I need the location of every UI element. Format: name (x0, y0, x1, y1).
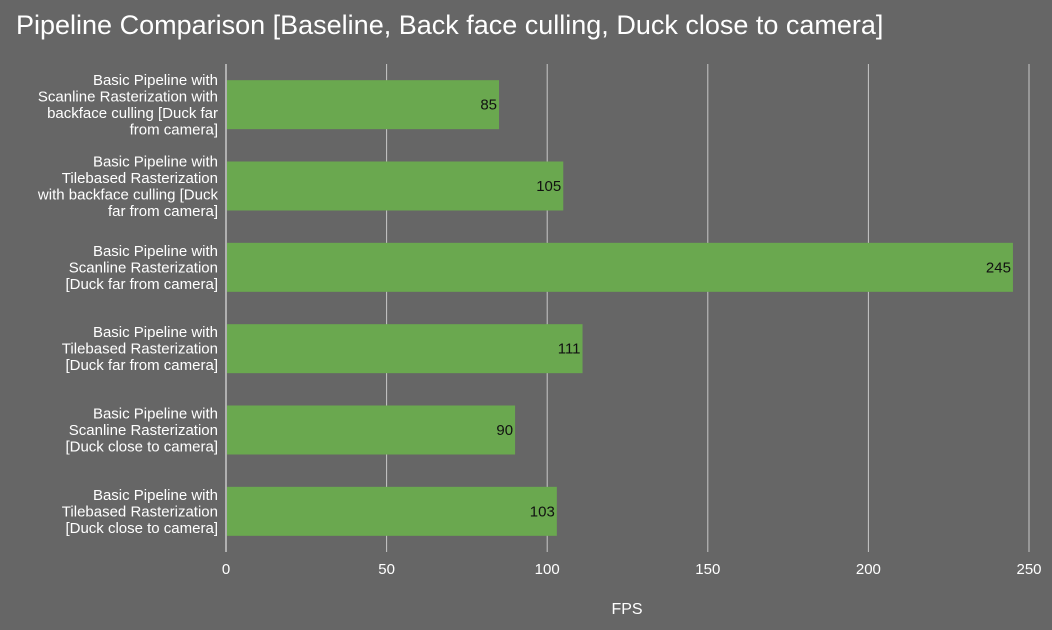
bar (227, 161, 564, 211)
x-axis-ticks: 0 50 100 150 200 250 (222, 561, 1042, 578)
chart-title: Pipeline Comparison [Baseline, Back face… (16, 10, 884, 40)
bar-value-label: 245 (986, 259, 1011, 276)
gridlines (225, 64, 1030, 552)
category-label: Basic Pipeline with Scanline Rasterizatio… (65, 243, 218, 293)
x-tick-label: 100 (535, 561, 560, 578)
category-label: Basic Pipeline with Scanline Rasterizatio… (38, 72, 218, 139)
bar (227, 486, 557, 536)
bar (227, 405, 516, 455)
bar-value-label: 85 (480, 97, 497, 114)
x-tick-label: 0 (222, 561, 230, 578)
category-label: Basic Pipeline with Scanline Rasterizatio… (65, 406, 218, 456)
x-axis-title: FPS (611, 601, 642, 618)
bar (227, 242, 1013, 292)
x-tick-label: 50 (378, 561, 395, 578)
category-label: Basic Pipeline with Tilebased Rasterizati… (62, 324, 218, 374)
x-tick-label: 250 (1016, 561, 1041, 578)
bar-value-label: 111 (558, 341, 581, 358)
category-labels: Basic Pipeline with Scanline Rasterizatio… (37, 72, 219, 537)
bar (227, 324, 583, 374)
x-tick-label: 200 (856, 561, 881, 578)
x-tick-label: 150 (695, 561, 720, 578)
category-label: Basic Pipeline with Tilebased Rasterizati… (62, 487, 218, 537)
bars: 85 105 245 111 90 103 (227, 80, 1013, 536)
bar (227, 80, 500, 130)
bar-value-label: 105 (536, 178, 561, 195)
bar-value-label: 90 (496, 422, 513, 439)
category-label: Basic Pipeline with Tilebased Rasterizati… (37, 153, 219, 220)
bar-value-label: 103 (530, 503, 555, 520)
